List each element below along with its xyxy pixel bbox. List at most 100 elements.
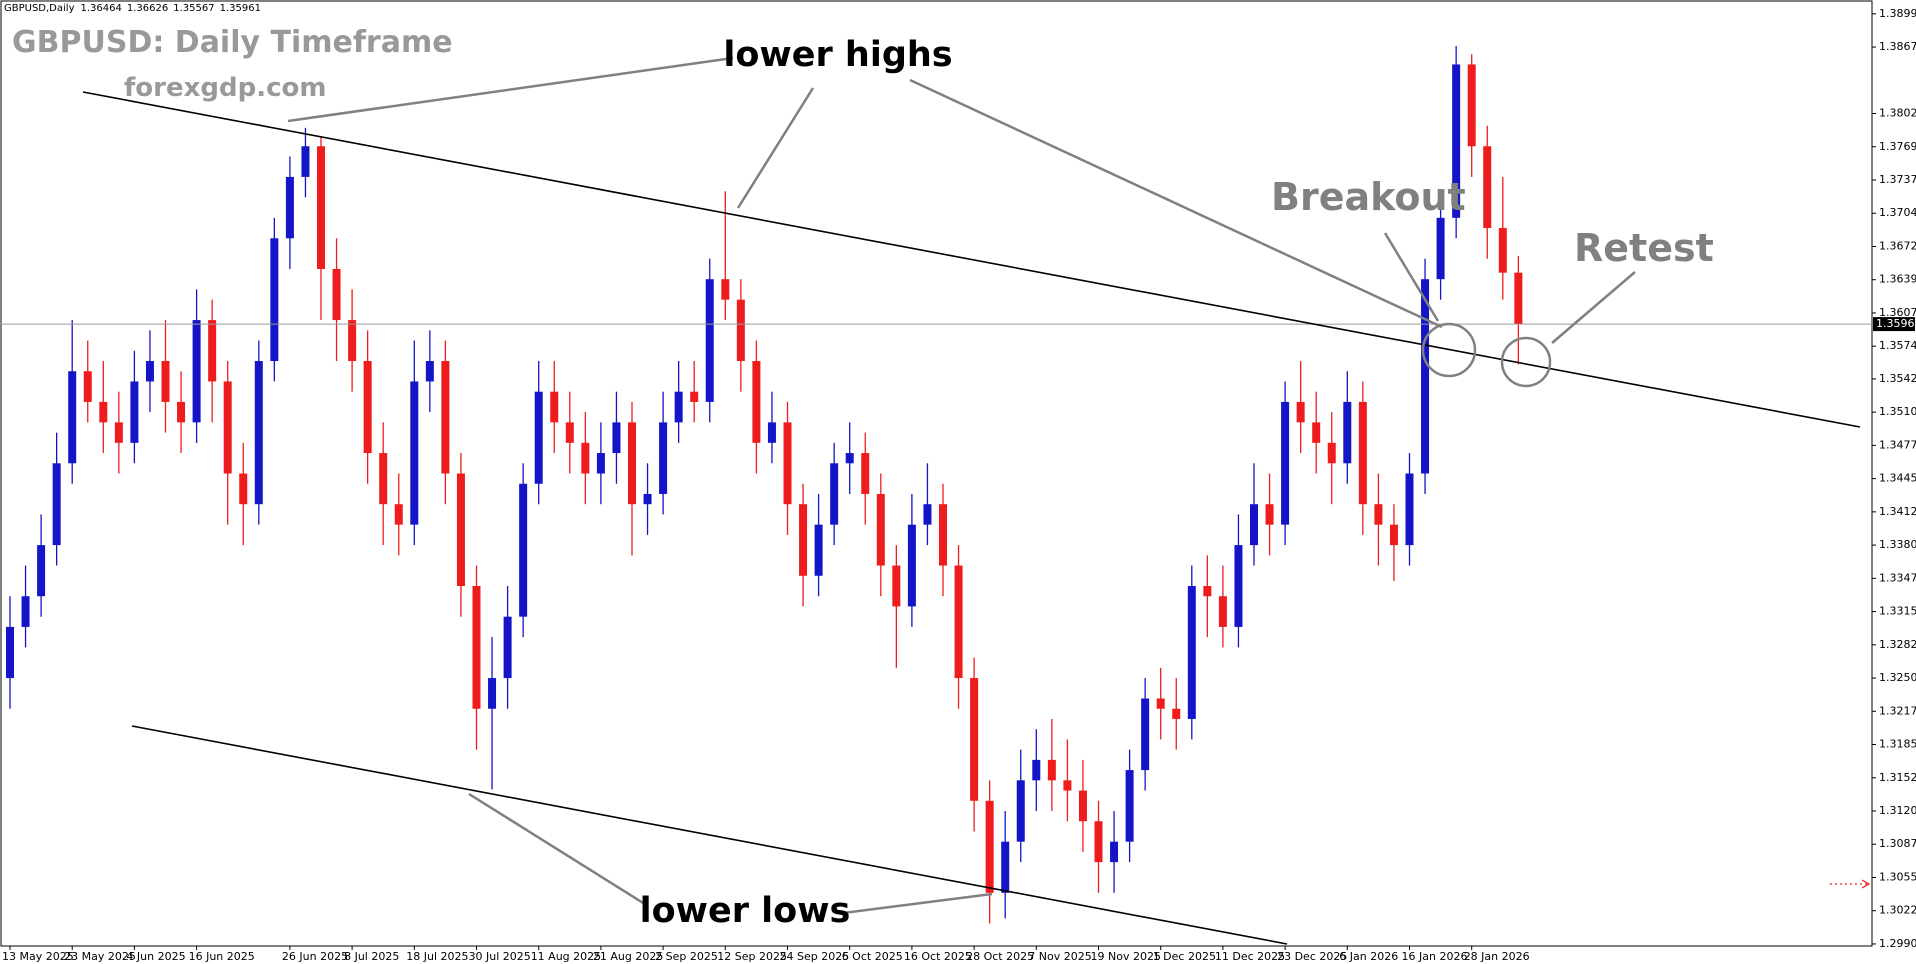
y-tick-label: 1.36070 (1879, 306, 1916, 319)
x-tick-label: 30 Jul 2025 (469, 950, 531, 963)
candle-body (1514, 272, 1523, 325)
candle-body (1421, 279, 1430, 474)
candle-body (472, 586, 481, 709)
candle-body (1156, 698, 1165, 709)
candle-body (270, 238, 279, 362)
candle-body (1001, 841, 1010, 893)
candle-body (1032, 759, 1041, 781)
x-tick-label: 12 Sep 2025 (717, 950, 787, 963)
candle-body (1016, 780, 1025, 842)
candle-body (612, 422, 621, 454)
x-tick-label: 23 Dec 2025 (1277, 950, 1347, 963)
y-tick-label: 1.30875 (1879, 837, 1916, 850)
x-tick-label: 24 Sep 2025 (780, 950, 850, 963)
candle-body (643, 493, 652, 505)
candle-body (1265, 504, 1274, 525)
candle-body (1498, 228, 1507, 273)
candle-body (596, 453, 605, 474)
candle-body (1389, 524, 1398, 546)
annotation: lower highs (723, 35, 952, 75)
candles: 1.35961 (0, 46, 1916, 924)
candle-body (1281, 401, 1290, 525)
y-tick-label: 1.29900 (1879, 937, 1916, 950)
alert-arrow (1861, 879, 1871, 889)
x-tick-label: 21 Aug 2025 (593, 950, 663, 963)
pointer (909, 78, 1443, 329)
chart-title: GBPUSD: Daily Timeframe (12, 25, 453, 60)
candle-body (68, 371, 77, 464)
y-tick-label: 1.33150 (1879, 605, 1916, 618)
y-tick-label: 1.35100 (1879, 405, 1916, 418)
candle-body (1218, 596, 1227, 627)
y-tick-label: 1.37045 (1879, 206, 1916, 219)
candle-body (581, 442, 590, 474)
x-tick-label: 1 Dec 2025 (1153, 950, 1216, 963)
candle-body (394, 504, 403, 525)
y-tick-label: 1.33800 (1879, 538, 1916, 551)
x-tick-label: 8 Jul 2025 (344, 950, 399, 963)
y-tick-label: 1.30225 (1879, 904, 1916, 917)
candle-body (1094, 821, 1103, 863)
x-tick-label: 6 Oct 2025 (842, 950, 903, 963)
y-tick-label: 1.33475 (1879, 571, 1916, 584)
x-tick-label: 18 Jul 2025 (406, 950, 468, 963)
candle-body (1467, 64, 1476, 147)
x-tick-label: 11 Aug 2025 (531, 950, 601, 963)
candle-body (954, 565, 963, 679)
candle-body (565, 422, 574, 443)
candle-body (285, 176, 294, 239)
candle-body (923, 504, 932, 525)
candle-body (1312, 422, 1321, 443)
y-tick-label: 1.3867 (1879, 40, 1916, 53)
candle-body (736, 299, 745, 362)
pointer (468, 792, 649, 908)
candle-body (456, 473, 465, 587)
candle-body (192, 320, 201, 423)
x-tick-label: 16 Jan 2026 (1402, 950, 1468, 963)
x-tick-label: 7 Nov 2025 (1028, 950, 1091, 963)
x-tick-label: 6 Jan 2026 (1339, 950, 1398, 963)
x-tick-label: 28 Jan 2026 (1464, 950, 1530, 963)
y-tick-label: 1.3672 (1879, 239, 1916, 252)
x-tick-label: 13 May 2025 (2, 950, 74, 963)
candle-body (845, 453, 854, 464)
candle-body (1483, 146, 1492, 229)
y-tick-label: 1.31850 (1879, 738, 1916, 751)
candle-body (52, 463, 61, 546)
candle-body (519, 483, 528, 617)
x-tick-label: 23 May 2025 (64, 950, 136, 963)
candle-body (674, 391, 683, 423)
candle-body (239, 473, 248, 505)
candle-body (1187, 586, 1196, 719)
candle-body (1141, 698, 1150, 771)
x-tick-label: 28 Oct 2025 (966, 950, 1034, 963)
candle-body (1063, 780, 1072, 791)
candle-body (814, 524, 823, 576)
price-label-box (1873, 317, 1915, 332)
candle-body (332, 268, 341, 321)
y-tick-label: 1.34125 (1879, 505, 1916, 518)
candle-body (1436, 217, 1445, 280)
candle-body (1250, 504, 1258, 546)
candle-body (208, 320, 217, 382)
y-tick-label: 1.35745 (1879, 339, 1916, 352)
candle-body (1234, 545, 1243, 627)
candle-body (503, 616, 512, 679)
candle-body (1110, 841, 1119, 863)
candle-body (177, 401, 186, 423)
candle-body (690, 391, 699, 402)
price-label: 1.35961 (1876, 317, 1916, 330)
y-tick-label: 1.31525 (1879, 771, 1916, 784)
y-tick-label: 1.31200 (1879, 804, 1916, 817)
y-tick-label: 1.34775 (1879, 438, 1916, 451)
candle-body (37, 545, 46, 597)
retest-circle (1500, 336, 1552, 388)
candle-body (114, 422, 123, 443)
y-tick-label: 1.36395 (1879, 273, 1916, 286)
x-tick-label: 4 Jun 2025 (126, 950, 185, 963)
annotation: Breakout (1271, 175, 1466, 219)
header-open: 1.36464 (81, 3, 122, 14)
header-low: 1.35567 (173, 3, 214, 14)
candle-body (861, 453, 870, 494)
